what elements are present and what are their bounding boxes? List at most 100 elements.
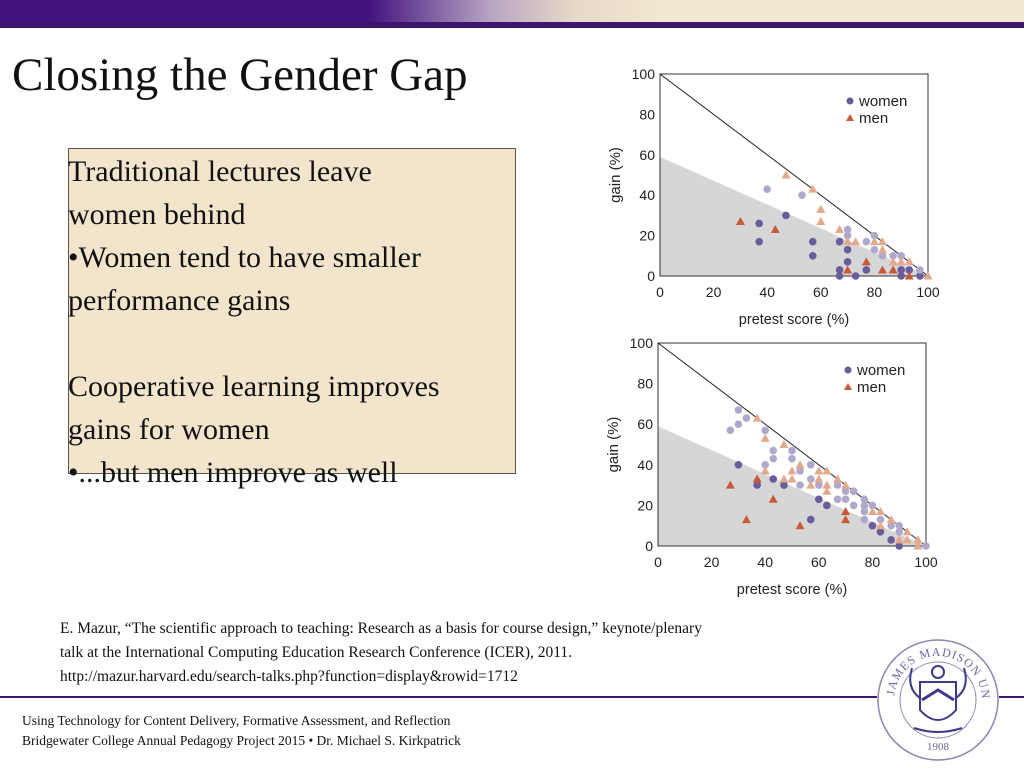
data-point-women	[841, 487, 850, 495]
y-tick-label: 40	[637, 457, 653, 473]
data-point-men	[888, 257, 898, 266]
x-tick-label: 80	[865, 554, 881, 570]
data-point-men	[875, 506, 885, 515]
y-tick-label: 0	[645, 538, 653, 554]
data-point-men	[816, 204, 826, 213]
data-point-men	[841, 515, 851, 524]
y-axis-label: gain (%)	[605, 417, 622, 473]
data-point-women	[870, 245, 879, 254]
data-point-men	[779, 474, 789, 483]
box-bullet: •Women tend to have smaller	[68, 241, 421, 274]
data-point-women	[761, 461, 769, 469]
data-point-men	[888, 265, 898, 274]
data-point-women	[849, 487, 858, 495]
citation: E. Mazur, “The scientific approach to te…	[60, 617, 702, 689]
data-point-women	[897, 266, 905, 274]
y-tick-label: 60	[637, 416, 653, 432]
slide-title: Closing the Gender Gap	[12, 49, 468, 101]
shaded-region	[660, 156, 928, 276]
data-point-women	[806, 515, 815, 524]
plot-frame	[659, 73, 929, 277]
data-point-women	[843, 258, 852, 266]
data-point-women	[860, 515, 869, 524]
data-point-men	[896, 257, 906, 266]
data-point-women	[922, 542, 930, 550]
x-tick-label: 20	[706, 284, 722, 300]
header-gradient-bar	[0, 0, 1024, 22]
y-tick-label: 60	[639, 147, 655, 163]
data-point-men	[795, 460, 805, 469]
data-point-men	[894, 535, 904, 544]
data-point-men	[902, 527, 912, 536]
data-point-men	[867, 506, 877, 515]
data-point-women	[734, 420, 743, 428]
data-point-women	[769, 475, 778, 483]
data-point-men	[841, 506, 851, 515]
data-point-women	[806, 475, 815, 483]
data-point-women	[835, 237, 844, 246]
footer-line: Bridgewater College Annual Pedagogy Proj…	[22, 733, 461, 748]
data-point-men	[904, 271, 914, 280]
data-point-women	[742, 414, 751, 422]
data-point-women	[808, 252, 817, 260]
data-point-men	[833, 474, 843, 483]
data-point-men	[861, 257, 871, 266]
legend-marker-women	[846, 97, 854, 105]
data-point-men	[843, 265, 853, 274]
legend-marker-men	[846, 114, 854, 121]
data-point-women	[878, 252, 887, 260]
data-point-women	[833, 481, 842, 489]
x-tick-label: 0	[656, 284, 664, 300]
data-point-men	[808, 184, 818, 193]
box-line: performance gains	[68, 284, 291, 317]
x-tick-label: 0	[654, 554, 662, 570]
data-point-women	[843, 245, 852, 254]
x-tick-label: 80	[867, 284, 883, 300]
data-point-women	[755, 237, 763, 246]
data-point-men	[779, 440, 789, 448]
data-point-men	[822, 480, 832, 489]
data-point-women	[835, 266, 844, 274]
data-point-women	[833, 495, 842, 504]
box-line: gains for women	[68, 413, 270, 446]
data-point-men	[806, 480, 816, 489]
scatter-chart-lecture: 0 20 40 60 80 100 0 20 40 60 80 100 pretest score (%…	[600, 60, 950, 330]
x-tick-label: 60	[811, 554, 827, 570]
data-point-women	[868, 501, 877, 510]
data-point-women	[897, 252, 905, 260]
legend-marker-men	[844, 383, 852, 390]
data-point-women	[726, 426, 735, 435]
y-tick-label: 0	[647, 268, 655, 284]
data-point-women	[868, 521, 877, 530]
data-point-men	[835, 225, 845, 234]
data-point-women	[851, 272, 860, 280]
data-point-women	[782, 211, 790, 220]
data-point-men	[869, 237, 879, 246]
data-point-women	[755, 219, 763, 228]
data-point-men	[923, 271, 933, 280]
data-point-men	[822, 466, 832, 475]
data-point-women	[895, 527, 903, 536]
data-point-men	[913, 541, 923, 550]
citation-line: talk at the International Computing Educ…	[60, 644, 573, 661]
data-point-women	[761, 426, 769, 435]
data-point-men	[841, 480, 851, 489]
chart-svg: 0 20 40 60 80 100 0 20 40 60 80 100 pretest score (%…	[605, 335, 938, 598]
data-point-men	[814, 474, 824, 483]
data-point-women	[753, 481, 761, 489]
data-point-women	[887, 536, 895, 544]
data-point-men	[913, 535, 923, 544]
scatter-chart-cooperative: 0 20 40 60 80 100 0 20 40 60 80 100 pretest score (%…	[600, 330, 950, 600]
legend-label: men	[857, 379, 886, 396]
data-point-women	[769, 454, 778, 463]
legend-label: women	[856, 362, 905, 379]
x-axis-label: pretest score (%)	[739, 312, 849, 328]
legend-label: men	[859, 110, 888, 127]
box-bullet: •...but men improve as well	[68, 456, 398, 489]
header-stripe	[0, 22, 1024, 28]
data-point-men	[902, 535, 912, 544]
x-tick-label: 20	[704, 554, 720, 570]
data-point-women	[862, 266, 871, 274]
data-point-women	[796, 481, 804, 489]
data-point-women	[734, 461, 743, 469]
